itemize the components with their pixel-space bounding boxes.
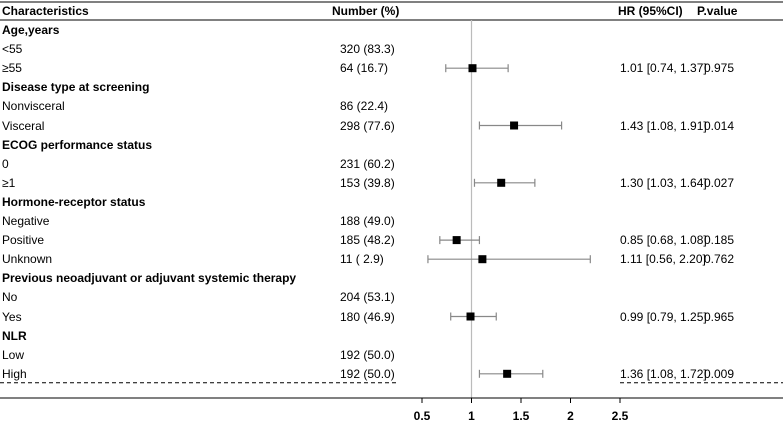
row-number: 188 (49.0) (340, 214, 395, 228)
row-hr-text: 1.01 [0.74, 1.37] (620, 61, 707, 76)
row-number: 185 (48.2) (340, 233, 395, 248)
x-tick-label: 2 (567, 409, 574, 423)
row-label: Low (2, 347, 25, 362)
group-label: Previous neoadjuvant or adjuvant systemi… (2, 271, 297, 286)
group-label: NLR (2, 328, 27, 343)
group-label: Disease type at screening (2, 80, 150, 95)
row-pvalue: 0.014 (704, 118, 735, 133)
row-label: Nonvisceral (2, 99, 65, 114)
hr-point (510, 121, 519, 130)
group-label: ECOG performance status (2, 137, 153, 152)
group-label: Age,years (2, 23, 60, 37)
group-label: Hormone-receptor status (2, 194, 146, 209)
hr-point (478, 255, 487, 264)
header-pvalue: P.value (697, 4, 738, 18)
hr-point (503, 369, 512, 378)
row-number: 298 (77.6) (340, 118, 395, 133)
row-label: Unknown (2, 252, 53, 267)
row-number: 11 ( 2.9) (340, 252, 384, 267)
row-hr-text: 0.99 [0.79, 1.25] (620, 309, 707, 324)
hr-point (468, 64, 477, 73)
header-characteristics: Characteristics (2, 4, 89, 18)
row-number: 86 (22.4) (340, 99, 389, 114)
row-pvalue: 0.965 (704, 309, 735, 324)
row-label: No (2, 290, 18, 305)
row-number: 320 (83.3) (340, 42, 395, 57)
row-label: <55 (2, 42, 23, 57)
row-number: 192 (50.0) (340, 366, 395, 381)
header-hr: HR (95%CI) (618, 4, 683, 18)
x-tick-label: 0.5 (414, 409, 431, 423)
row-number: 64 (16.7) (340, 61, 389, 76)
row-hr-text: 1.30 [1.03, 1.64] (620, 175, 707, 190)
row-label: Yes (2, 309, 22, 324)
row-label: High (2, 366, 27, 381)
hr-point (497, 178, 506, 187)
x-tick-label: 1 (468, 409, 475, 423)
row-label: 0 (2, 156, 9, 171)
hr-point (466, 312, 475, 321)
row-number: 231 (60.2) (340, 156, 395, 171)
row-label: Visceral (2, 118, 45, 133)
row-pvalue: 0.027 (704, 175, 735, 190)
row-pvalue: 0.762 (704, 252, 735, 267)
x-tick-label: 1.5 (513, 409, 530, 423)
row-pvalue: 0.009 (704, 366, 735, 381)
row-label: Negative (2, 214, 50, 228)
row-pvalue: 0.185 (704, 233, 735, 248)
hr-point (452, 236, 461, 245)
row-hr-text: 0.85 [0.68, 1.08] (620, 233, 707, 248)
row-number: 204 (53.1) (340, 290, 395, 305)
row-pvalue: 0.975 (704, 61, 735, 76)
row-number: 192 (50.0) (340, 347, 395, 362)
row-hr-text: 1.36 [1.08, 1.72] (620, 366, 707, 381)
row-label: ≥55 (2, 61, 22, 76)
row-label: ≥1 (2, 175, 16, 190)
row-hr-text: 1.43 [1.08, 1.91] (620, 118, 707, 133)
row-number: 180 (46.9) (340, 309, 395, 324)
row-hr-text: 1.11 [0.56, 2.20] (620, 252, 706, 267)
row-number: 153 (39.8) (340, 175, 395, 190)
row-label: Positive (2, 233, 45, 248)
header-number: Number (%) (332, 4, 400, 18)
x-tick-label: 2.5 (612, 409, 629, 423)
